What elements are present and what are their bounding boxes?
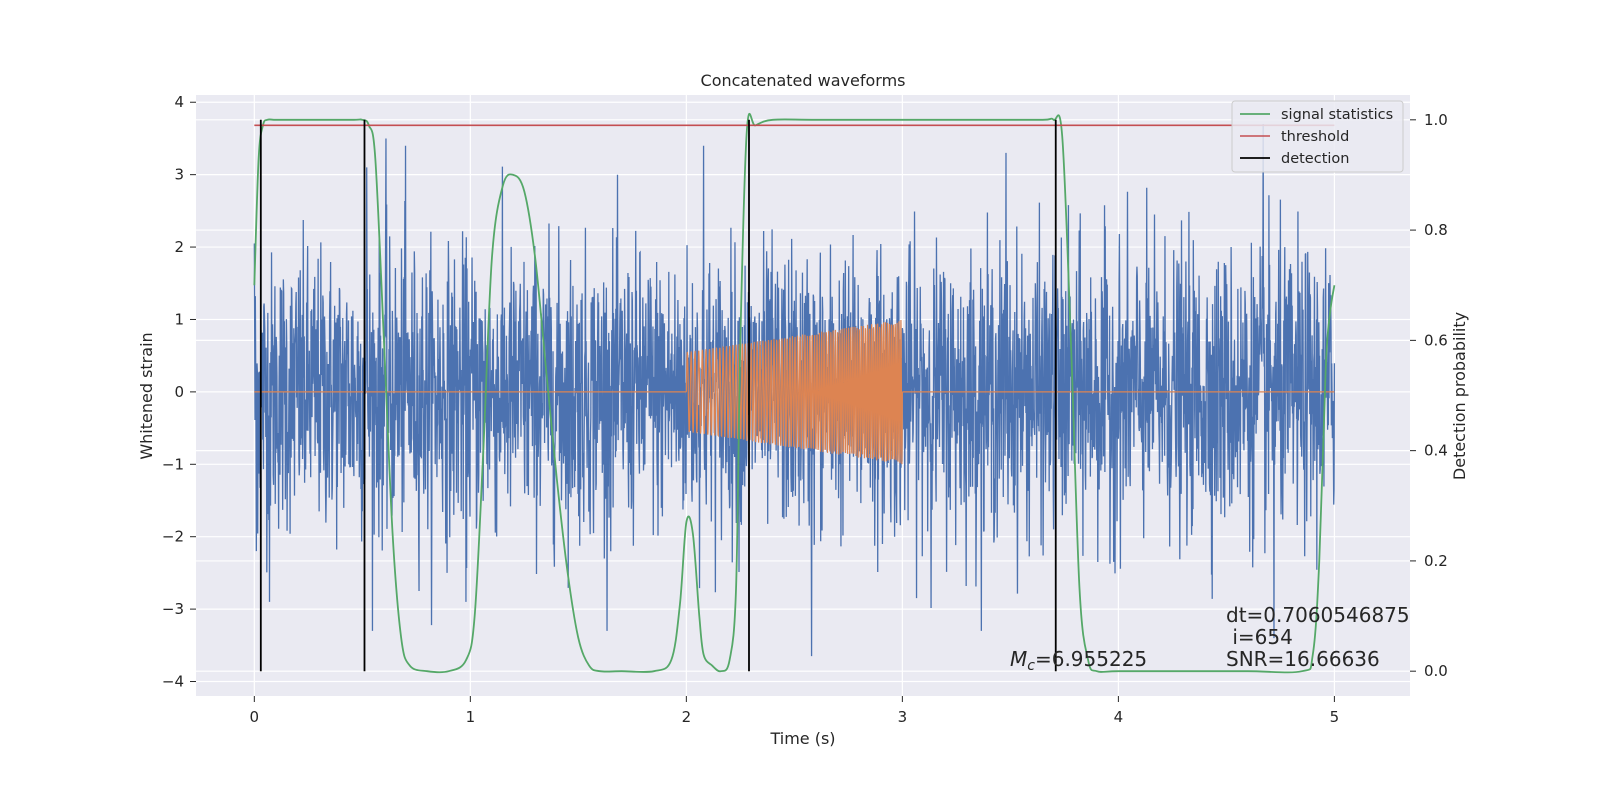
y2-tick-label-3: 0.6 <box>1424 331 1448 349</box>
y-tick-label-3: −1 <box>162 455 184 473</box>
x-axis-title: Time (s) <box>769 729 835 748</box>
y-tick-label-7: 3 <box>174 166 184 184</box>
mc-annotation: Mc=6.955225 <box>1010 647 1147 674</box>
dt-annotation: dt=0.7060546875 <box>1226 603 1410 627</box>
chart-title: Concatenated waveforms <box>701 71 906 90</box>
y-tick-label-8: 4 <box>174 93 184 111</box>
annotations: Mc=6.955225 dt=0.7060546875 i=654 SNR=16… <box>1010 603 1410 674</box>
detection-lines <box>259 119 1057 672</box>
mc-value: =6.955225 <box>1035 647 1147 671</box>
x-tick-label-1: 1 <box>466 708 476 726</box>
x-tick-label-5: 5 <box>1330 708 1340 726</box>
legend: signal statistics threshold detection <box>1231 100 1404 173</box>
strain-series-line <box>253 123 1336 657</box>
y2-tick-label-4: 0.8 <box>1424 221 1448 239</box>
y-axis-ticks: −4 −3 −2 −1 0 1 2 3 4 <box>162 93 196 691</box>
legend-label-threshold: threshold <box>1281 129 1349 145</box>
x-axis-ticks: 0 1 2 3 4 5 <box>250 696 1340 726</box>
injection-series-line <box>254 320 1335 465</box>
mc-symbol: M <box>1010 647 1027 671</box>
mc-subscript: c <box>1027 658 1035 674</box>
legend-box <box>1231 100 1404 173</box>
y2-tick-label-5: 1.0 <box>1424 111 1448 129</box>
snr-annotation: SNR=16.66636 <box>1226 647 1380 671</box>
i-annotation: i=654 <box>1226 625 1293 649</box>
y2-axis-ticks: 0.0 0.2 0.4 0.6 0.8 1.0 <box>1410 111 1448 680</box>
y2-axis-title: Detection probability <box>1450 312 1469 480</box>
y-tick-label-6: 2 <box>174 238 184 256</box>
legend-label-signal-statistics: signal statistics <box>1281 107 1393 123</box>
y2-tick-label-0: 0.0 <box>1424 662 1448 680</box>
y-tick-label-4: 0 <box>174 383 184 401</box>
y2-tick-label-1: 0.2 <box>1424 552 1448 570</box>
signal-statistics-line <box>253 112 1336 674</box>
x-tick-label-0: 0 <box>250 708 260 726</box>
y-axis-title: Whitened strain <box>137 332 156 459</box>
x-tick-label-3: 3 <box>898 708 908 726</box>
y-tick-label-1: −3 <box>162 600 184 618</box>
x-tick-label-2: 2 <box>682 708 692 726</box>
y-tick-label-0: −4 <box>162 673 184 691</box>
y-tick-label-5: 1 <box>174 310 184 328</box>
plot-content <box>253 112 1336 674</box>
x-tick-label-4: 4 <box>1114 708 1124 726</box>
y-tick-label-2: −2 <box>162 528 184 546</box>
y2-tick-label-2: 0.4 <box>1424 442 1448 460</box>
legend-label-detection: detection <box>1281 151 1349 167</box>
